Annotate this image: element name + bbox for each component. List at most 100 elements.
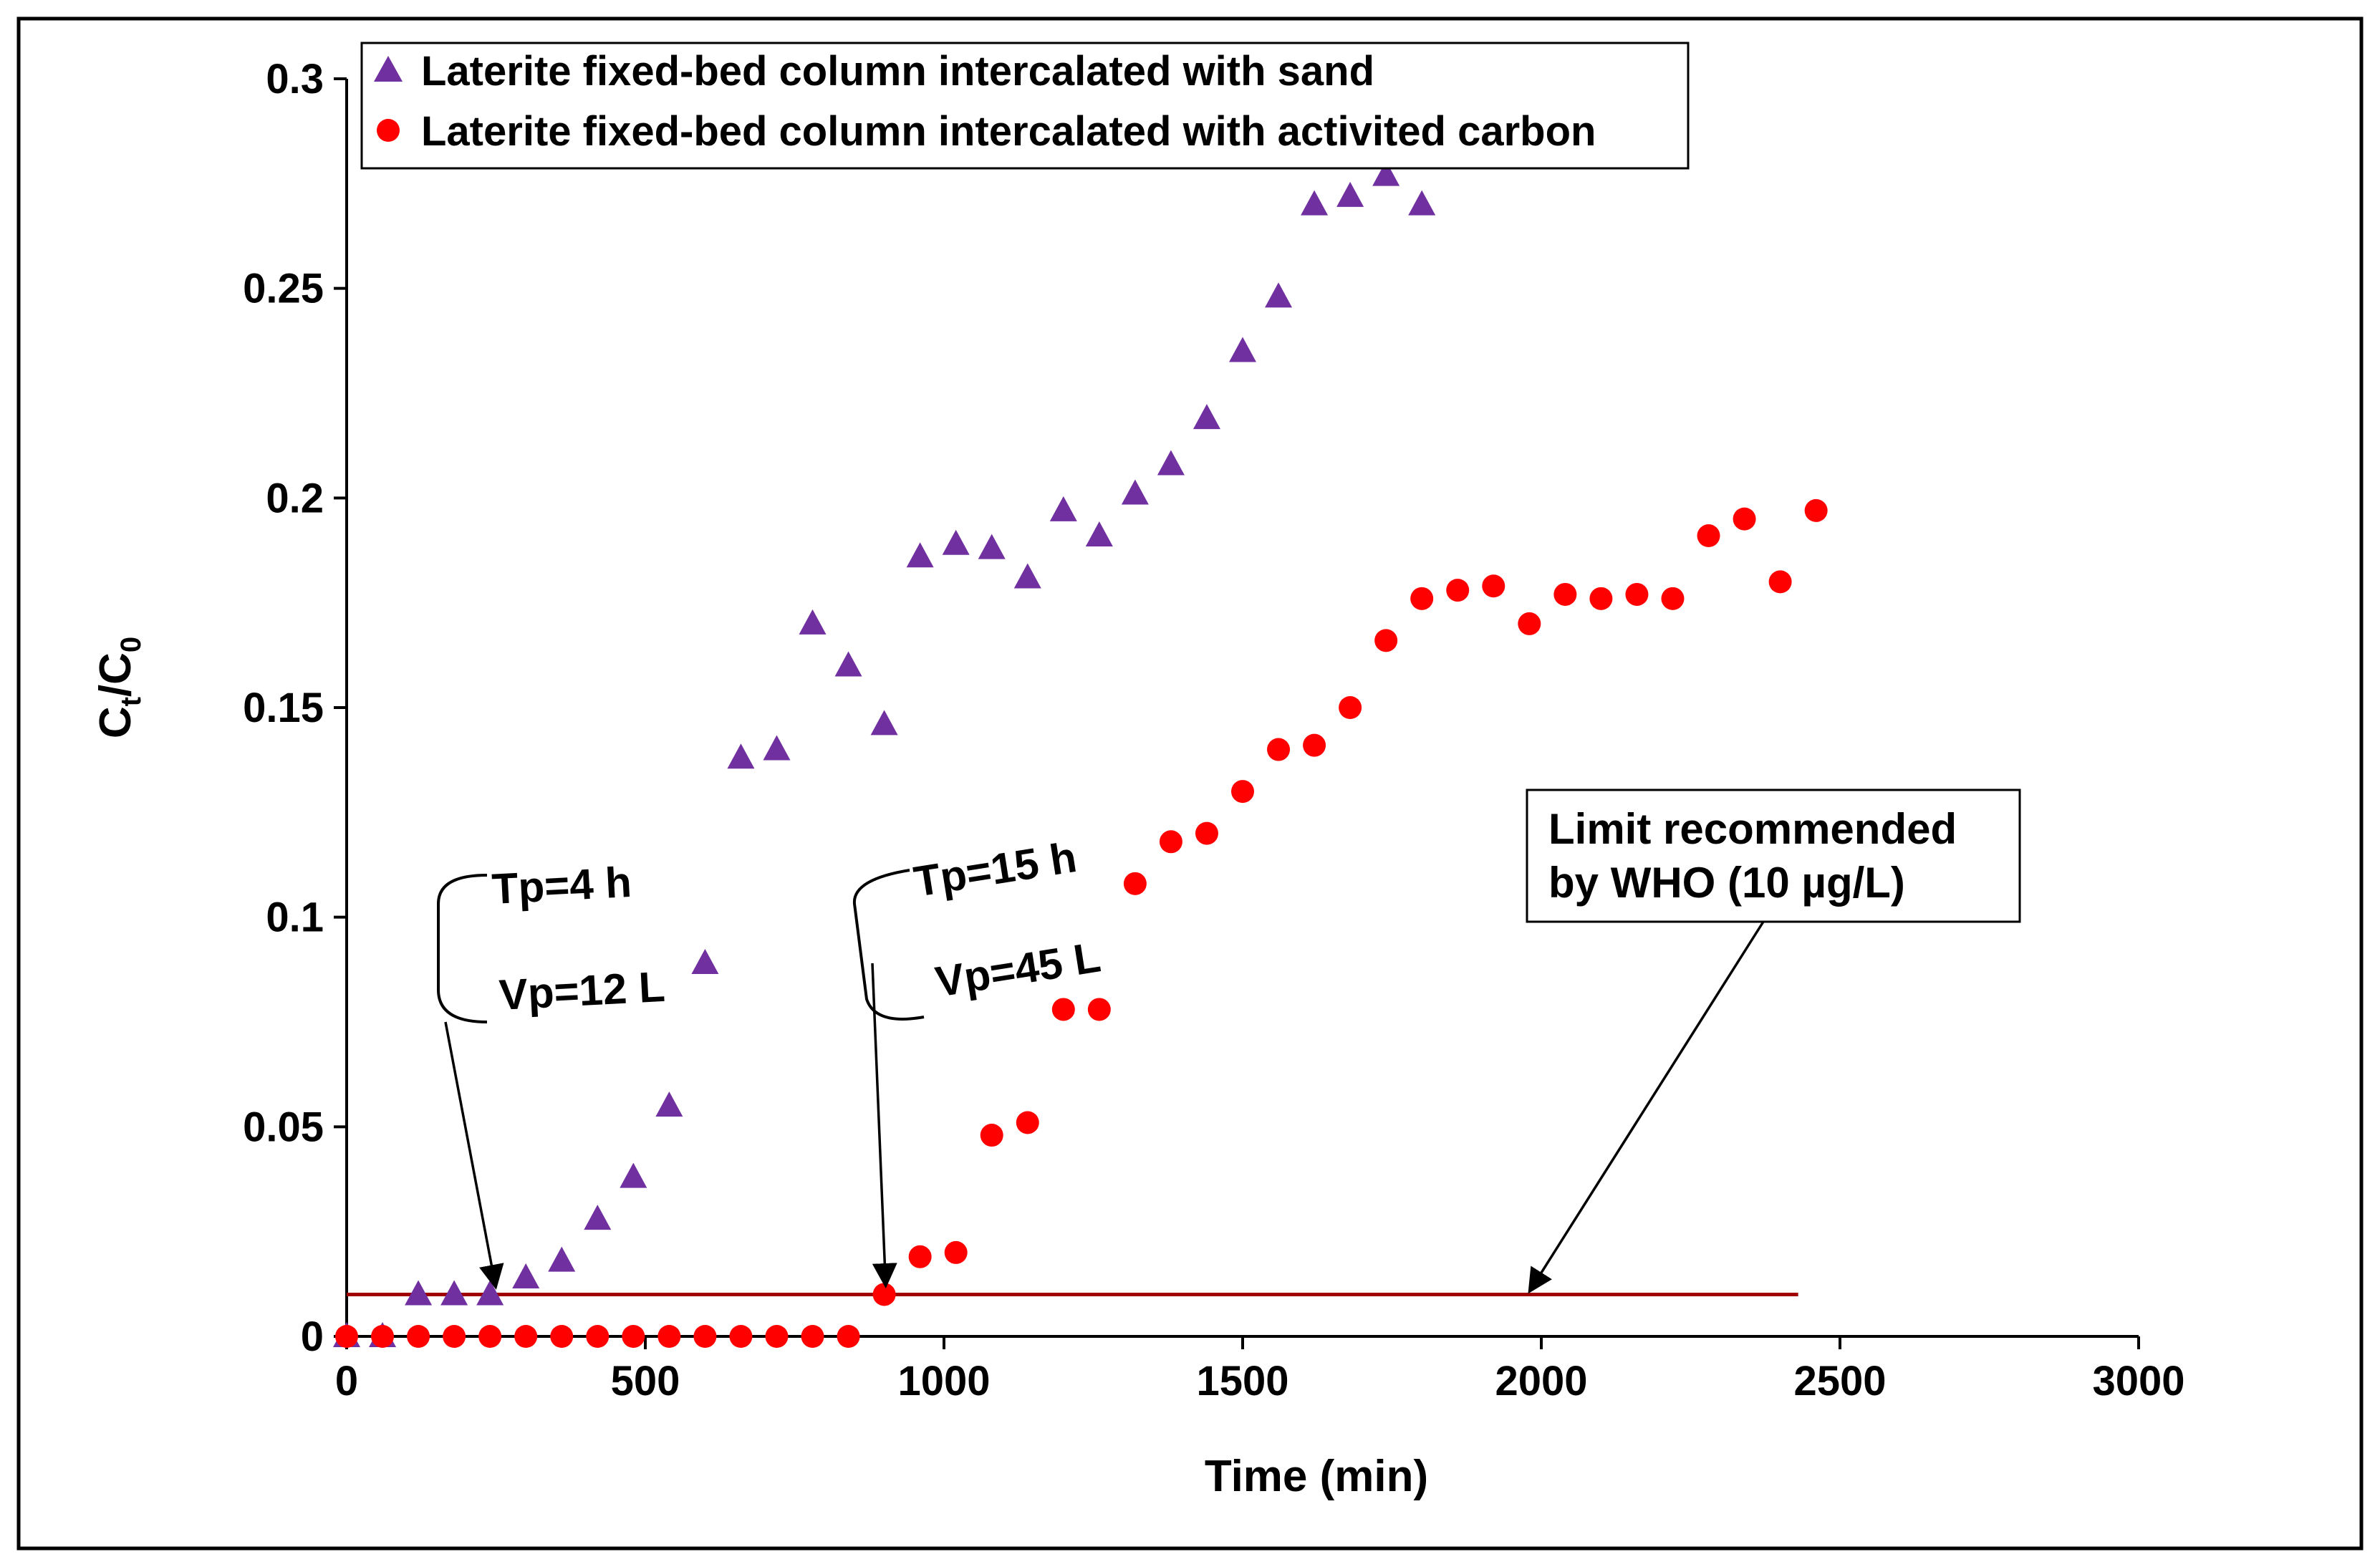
data-point-carbon bbox=[1482, 574, 1505, 598]
data-point-sand bbox=[834, 651, 862, 677]
data-point-sand bbox=[584, 1205, 612, 1230]
x-tick-label: 2500 bbox=[1793, 1358, 1886, 1404]
data-point-carbon bbox=[1804, 498, 1828, 522]
x-tick-label: 2000 bbox=[1495, 1358, 1587, 1404]
data-point-sand bbox=[440, 1280, 468, 1306]
data-point-sand bbox=[1301, 190, 1329, 216]
data-point-sand bbox=[1085, 521, 1113, 547]
data-point-carbon bbox=[908, 1245, 932, 1268]
data-point-sand bbox=[1121, 479, 1149, 505]
who-limit-label-box bbox=[1526, 789, 2021, 923]
data-point-sand bbox=[1049, 496, 1077, 521]
annotation-tp4-tp-label: Tp=4 h bbox=[491, 858, 632, 913]
data-point-sand bbox=[1372, 160, 1400, 186]
data-point-sand bbox=[978, 534, 1006, 559]
x-tick-label: 0 bbox=[335, 1358, 358, 1404]
data-point-sand bbox=[906, 542, 934, 568]
data-point-sand bbox=[476, 1280, 504, 1306]
data-point-carbon bbox=[514, 1325, 538, 1348]
data-point-carbon bbox=[693, 1325, 717, 1348]
data-point-carbon bbox=[586, 1325, 610, 1348]
data-point-carbon bbox=[1661, 587, 1685, 610]
data-point-carbon bbox=[1625, 582, 1649, 606]
y-tick-label: 0.25 bbox=[243, 266, 324, 312]
annotation-tp4-vp-label: Vp=12 L bbox=[498, 963, 666, 1019]
legend-marker-carbon bbox=[377, 119, 400, 142]
data-point-sand bbox=[1408, 190, 1436, 216]
data-point-carbon bbox=[478, 1325, 502, 1348]
data-point-carbon bbox=[1123, 872, 1147, 895]
data-point-sand bbox=[1193, 404, 1220, 430]
data-point-sand bbox=[1265, 282, 1293, 308]
axes: 0 0.05 0.1 0.15 0.2 0.25 0.3 0 500 1000 1500 2000 2… bbox=[243, 56, 2184, 1404]
data-point-carbon bbox=[550, 1325, 574, 1348]
data-point-sand bbox=[620, 1162, 647, 1188]
legend-label-carbon: Laterite fixed-bed column intercalated w… bbox=[421, 108, 1596, 155]
data-point-sand bbox=[1336, 181, 1364, 207]
data-point-carbon bbox=[729, 1325, 753, 1348]
who-limit-label: Limit recommended by WHO (10 µg/L) bbox=[1526, 789, 2021, 1294]
data-point-carbon bbox=[1733, 507, 1756, 531]
data-point-carbon bbox=[1231, 780, 1254, 804]
x-tick-label: 1500 bbox=[1196, 1358, 1288, 1404]
data-point-carbon bbox=[1303, 733, 1326, 757]
y-tick-label: 0.1 bbox=[266, 895, 324, 941]
x-tick-label: 1000 bbox=[897, 1358, 990, 1404]
data-point-carbon bbox=[1159, 830, 1182, 854]
data-point-carbon bbox=[980, 1124, 1003, 1147]
legend-box bbox=[360, 42, 1690, 170]
y-tick-label: 0.15 bbox=[243, 685, 324, 731]
legend-label-sand: Laterite fixed-bed column intercalated w… bbox=[421, 48, 1374, 95]
data-point-carbon bbox=[837, 1325, 860, 1348]
data-point-carbon bbox=[944, 1240, 968, 1264]
data-point-sand bbox=[727, 743, 755, 769]
data-point-carbon bbox=[1518, 612, 1541, 635]
data-point-carbon bbox=[335, 1325, 358, 1348]
data-point-carbon bbox=[407, 1325, 430, 1348]
data-point-carbon bbox=[622, 1325, 645, 1348]
y-tick-label: 0.3 bbox=[266, 56, 324, 102]
data-point-carbon bbox=[443, 1325, 466, 1348]
data-point-carbon bbox=[765, 1325, 789, 1348]
figure-frame bbox=[16, 16, 2364, 1551]
who-limit-arrow bbox=[1528, 921, 1765, 1294]
y-tick-label: 0.05 bbox=[243, 1104, 324, 1150]
data-point-carbon bbox=[801, 1325, 824, 1348]
data-point-sand bbox=[1229, 337, 1256, 362]
annotation-tp4-arrow bbox=[444, 1021, 504, 1290]
x-ticks: 0 500 1000 1500 2000 2500 3000 bbox=[335, 1336, 2185, 1404]
y-tick-label: 0 bbox=[301, 1313, 324, 1360]
data-point-sand bbox=[512, 1263, 540, 1289]
data-point-sand bbox=[942, 529, 970, 555]
legend: Laterite fixed-bed column intercalated w… bbox=[360, 42, 1690, 170]
x-axis-title: Time (min) bbox=[1205, 1452, 1428, 1501]
legend-marker-sand bbox=[374, 56, 403, 82]
data-point-carbon bbox=[872, 1283, 896, 1306]
data-point-carbon bbox=[1087, 998, 1111, 1021]
data-point-carbon bbox=[1446, 579, 1470, 602]
x-tick-label: 500 bbox=[611, 1358, 680, 1404]
data-point-carbon bbox=[1051, 998, 1075, 1021]
data-point-carbon bbox=[1267, 738, 1291, 761]
data-point-sand bbox=[548, 1246, 576, 1272]
data-point-sand bbox=[691, 949, 719, 975]
data-point-sand bbox=[655, 1091, 683, 1117]
data-point-sand bbox=[1157, 450, 1185, 476]
annotation-tp4-brace bbox=[437, 874, 488, 1023]
annotation-tp15-arrow bbox=[871, 963, 897, 1288]
data-point-sand bbox=[763, 735, 791, 761]
who-limit-label-line2: by WHO (10 µg/L) bbox=[1548, 859, 1905, 907]
data-point-carbon bbox=[657, 1325, 681, 1348]
data-point-carbon bbox=[1195, 821, 1218, 845]
annotation-tp15-brace bbox=[852, 869, 925, 1021]
series-carbon bbox=[335, 498, 1828, 1348]
data-point-carbon bbox=[1339, 696, 1362, 719]
data-point-carbon bbox=[1553, 582, 1577, 606]
data-point-carbon bbox=[1589, 587, 1613, 610]
data-point-carbon bbox=[1016, 1111, 1039, 1134]
data-point-carbon bbox=[1410, 587, 1434, 610]
y-axis-title: Ct/C0 bbox=[91, 637, 147, 738]
annotation-tp4: Tp=4 h Vp=12 L bbox=[437, 858, 666, 1290]
data-point-sand bbox=[870, 710, 898, 736]
